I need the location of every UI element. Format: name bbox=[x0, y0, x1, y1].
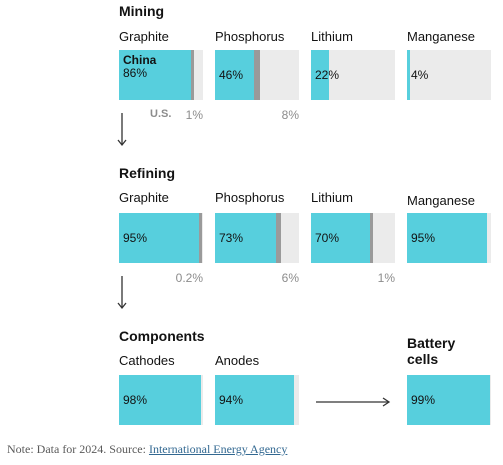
china-value-label: 98% bbox=[123, 393, 148, 407]
source-note: Note: Data for 2024. Source: Internation… bbox=[7, 442, 287, 457]
china-share-bar bbox=[215, 375, 294, 425]
component-label: Cathodes bbox=[119, 353, 175, 368]
china-share-bar bbox=[407, 213, 487, 263]
us-value-label: 1% bbox=[377, 271, 395, 285]
mineral-label: Graphite bbox=[119, 190, 169, 205]
china-value-label: 22% bbox=[315, 68, 340, 82]
source-link[interactable]: International Energy Agency bbox=[148, 442, 288, 456]
bar-track: 22% bbox=[311, 50, 395, 100]
right-arrow-icon bbox=[316, 397, 391, 407]
mineral-label: Graphite bbox=[119, 29, 169, 44]
bar-track: 46% bbox=[215, 50, 299, 100]
mineral-label: Lithium bbox=[311, 190, 353, 205]
us-value-label: 1% bbox=[185, 108, 203, 122]
us-series-label: U.S. bbox=[150, 108, 172, 120]
china-share-bar bbox=[119, 375, 202, 425]
bar-track: 94% bbox=[215, 375, 299, 425]
mineral-label: Phosphorus bbox=[215, 29, 285, 44]
china-value-label: 95% bbox=[411, 231, 436, 245]
bar-track: 73% bbox=[215, 213, 299, 263]
section-title-components: Components bbox=[119, 328, 205, 344]
bar-track: 95% bbox=[119, 213, 203, 263]
bar-track: 98% bbox=[119, 375, 203, 425]
china-value-label: 4% bbox=[411, 68, 429, 82]
mineral-label: Manganese bbox=[407, 193, 475, 208]
china-share-bar bbox=[407, 50, 411, 100]
bar-track: 99% bbox=[407, 375, 491, 425]
bar-track: 86% China bbox=[119, 50, 203, 100]
bar-track: 4% bbox=[407, 50, 491, 100]
china-value-label: 99% bbox=[411, 393, 436, 407]
china-value-label: 46% bbox=[219, 68, 244, 82]
china-share-bar bbox=[215, 50, 254, 100]
bar-track: 70% bbox=[311, 213, 395, 263]
china-share-bar bbox=[119, 213, 199, 263]
china-value-label: 95% bbox=[123, 231, 148, 245]
down-arrow-icon bbox=[117, 276, 127, 310]
us-share-bar bbox=[369, 213, 373, 263]
mineral-label: Phosphorus bbox=[215, 190, 285, 205]
mineral-label: Manganese bbox=[407, 29, 475, 44]
section-title-mining: Mining bbox=[119, 3, 165, 19]
bar-track: 95% bbox=[407, 213, 491, 263]
us-value-label: 6% bbox=[281, 271, 299, 285]
china-share-bar bbox=[311, 213, 370, 263]
us-value-label: 0.2% bbox=[175, 271, 203, 285]
section-title-battery-cells: Battery cells bbox=[407, 335, 456, 367]
mineral-label: Lithium bbox=[311, 29, 353, 44]
china-share-bar bbox=[119, 50, 192, 100]
us-share-bar bbox=[253, 50, 261, 100]
us-share-bar bbox=[198, 213, 202, 263]
us-share-bar bbox=[191, 50, 195, 100]
note-text: Note: Data for 2024. Source: bbox=[7, 442, 149, 456]
china-series-label: China bbox=[123, 53, 157, 67]
section-title-refining: Refining bbox=[119, 165, 175, 181]
china-share-bar bbox=[407, 375, 491, 425]
china-value-label: 73% bbox=[219, 231, 244, 245]
china-share-bar bbox=[215, 213, 277, 263]
us-value-label: 8% bbox=[281, 108, 299, 122]
china-value-label: 94% bbox=[219, 393, 244, 407]
china-value-label: 70% bbox=[315, 231, 340, 245]
us-share-bar bbox=[276, 213, 282, 263]
component-label: Anodes bbox=[215, 353, 260, 368]
china-share-bar bbox=[311, 50, 330, 100]
down-arrow-icon bbox=[117, 113, 127, 147]
china-value-label: 86% bbox=[123, 66, 148, 80]
